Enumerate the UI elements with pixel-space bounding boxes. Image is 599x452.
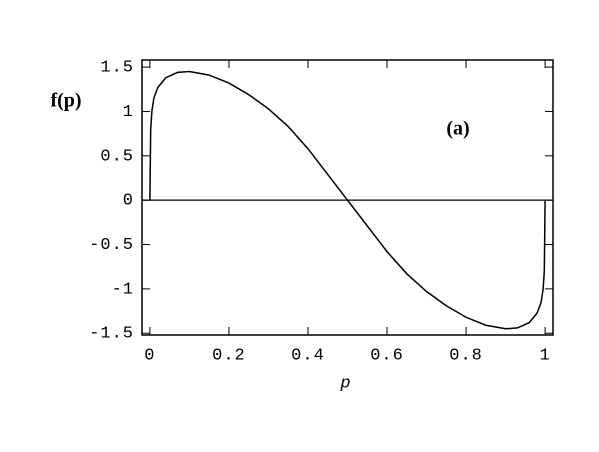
- x-tick-label: 0.2: [212, 346, 246, 365]
- curve: [149, 70, 546, 330]
- y-tick-label: -0.5: [89, 236, 134, 255]
- x-tick-label: 1: [539, 346, 550, 365]
- y-tick-label: 1: [123, 103, 134, 122]
- y-tick-label: -1: [112, 280, 134, 299]
- y-tick-label: 0.5: [100, 147, 134, 166]
- y-tick-label: -1.5: [89, 325, 134, 344]
- y-tick-label: 1.5: [100, 59, 134, 78]
- x-axis-label: p: [339, 374, 351, 393]
- x-tick-label: 0.4: [291, 346, 325, 365]
- x-tick-label: 0.8: [449, 346, 483, 365]
- x-tick-label: 0: [144, 346, 155, 365]
- x-tick-label: 0.6: [370, 346, 404, 365]
- frame: [141, 59, 554, 336]
- y-axis-label: f(p): [50, 90, 81, 112]
- annotation: (a): [446, 118, 469, 140]
- y-tick-label: 0: [123, 192, 134, 211]
